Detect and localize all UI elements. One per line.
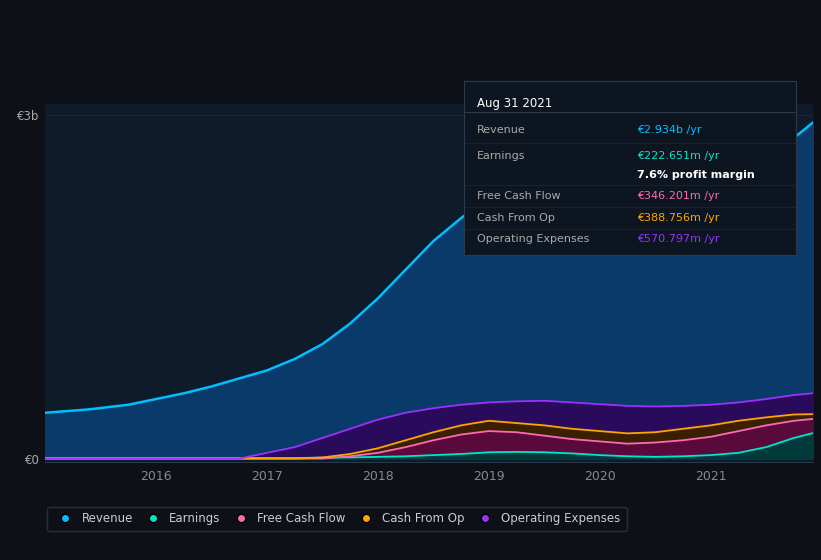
Text: €570.797m /yr: €570.797m /yr [637,234,719,244]
Text: €388.756m /yr: €388.756m /yr [637,213,719,223]
Text: Cash From Op: Cash From Op [477,213,555,223]
Text: Free Cash Flow: Free Cash Flow [477,191,561,201]
Text: €2.934b /yr: €2.934b /yr [637,125,701,135]
Text: Operating Expenses: Operating Expenses [477,234,589,244]
Text: €346.201m /yr: €346.201m /yr [637,191,719,201]
Text: Revenue: Revenue [477,125,526,135]
Text: 7.6% profit margin: 7.6% profit margin [637,170,754,180]
Text: Aug 31 2021: Aug 31 2021 [477,97,553,110]
Legend: Revenue, Earnings, Free Cash Flow, Cash From Op, Operating Expenses: Revenue, Earnings, Free Cash Flow, Cash … [47,507,626,531]
Text: €222.651m /yr: €222.651m /yr [637,151,719,161]
Text: Earnings: Earnings [477,151,525,161]
